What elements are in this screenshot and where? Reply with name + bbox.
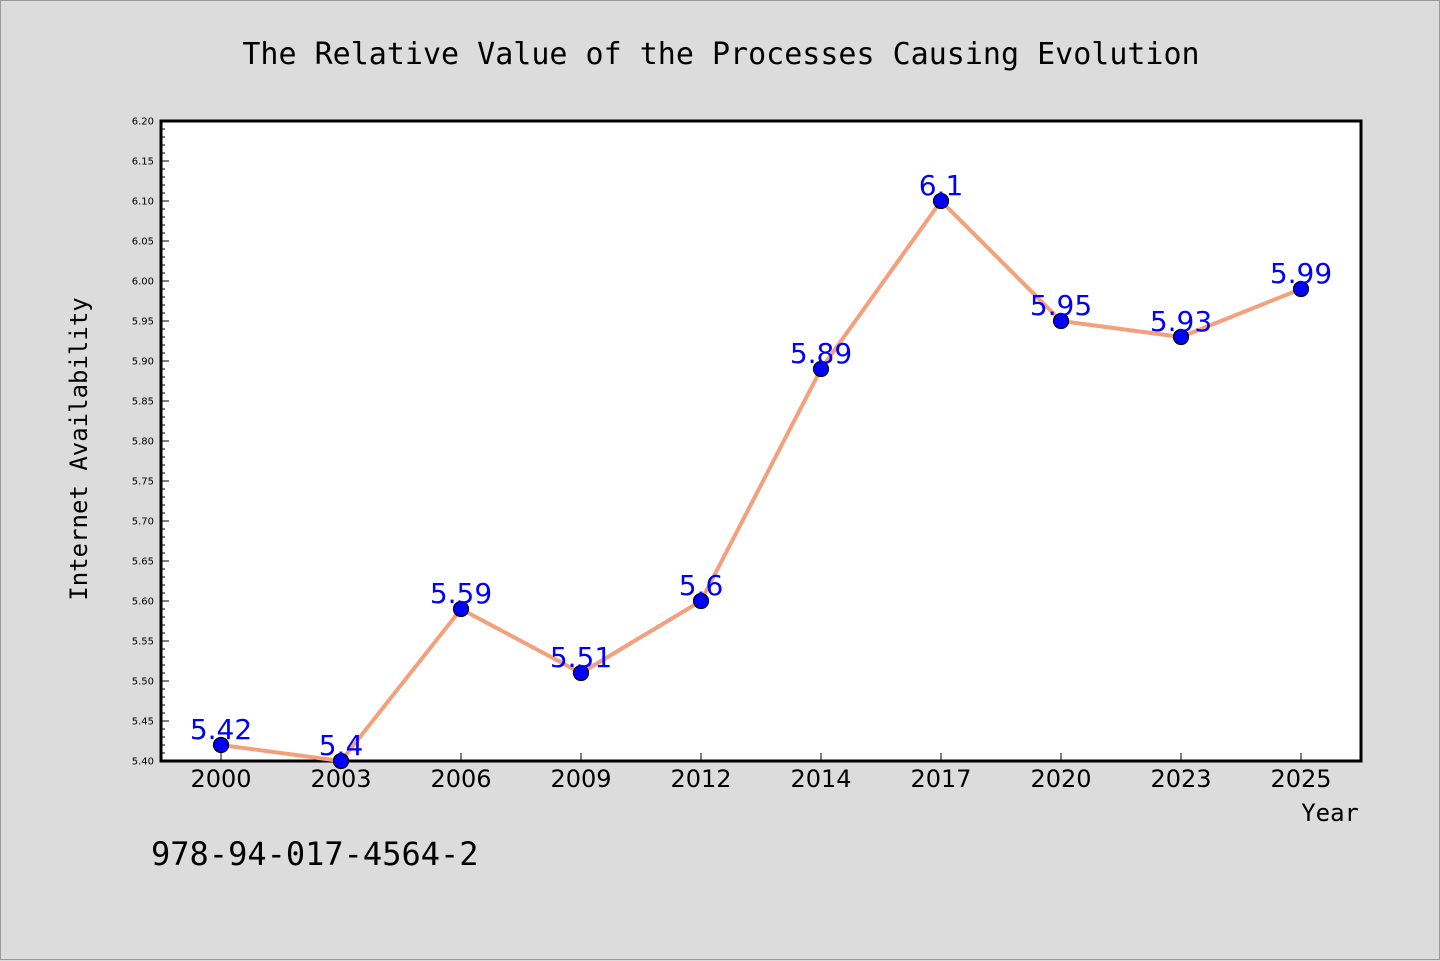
data-point [332,752,350,770]
y-axis-label: Internet Availability [65,297,93,600]
plot-area [159,119,1363,763]
y-tick-label: 5.55 [132,637,154,648]
data-point [812,360,830,378]
series-line [219,199,1303,763]
y-tick-label: 5.60 [132,597,154,608]
y-tick-label: 5.40 [132,757,154,768]
data-label: 5.4 [319,729,364,762]
x-tick-label: 2014 [790,765,851,793]
x-tick-label: 2012 [670,765,731,793]
y-tick-label: 6.00 [132,277,154,288]
y-tick-label: 5.95 [132,317,154,328]
x-tick-label: 2020 [1030,765,1091,793]
y-tick-label: 5.65 [132,557,154,568]
data-label: 6.1 [919,169,964,202]
isbn-annotation: 978-94-017-4564-2 [151,835,479,873]
x-axis-label: Year [1301,799,1359,827]
x-tick-label: 2017 [910,765,971,793]
x-tick-label: 2023 [1150,765,1211,793]
x-tick-label: 2025 [1270,765,1331,793]
x-tick-label: 2003 [310,765,371,793]
x-tick-label: 2006 [430,765,491,793]
x-tick-label: 2000 [190,765,251,793]
y-tick-label: 6.15 [132,157,154,168]
data-point [212,736,230,754]
data-label: 5.89 [790,337,852,370]
y-tick-label: 5.90 [132,357,154,368]
y-tick-label: 6.20 [132,117,154,128]
y-tick-label: 6.10 [132,197,154,208]
x-tick-label: 2009 [550,765,611,793]
y-tick-label: 5.50 [132,677,154,688]
data-point [932,192,950,210]
data-point [452,600,470,618]
data-point [572,664,590,682]
y-axis: 5.40 5.45 5.50 5.55 5.60 5.65 5.70 5.75 5.80 5.85… [132,117,169,768]
series-line-layer [219,199,1303,763]
data-point [1172,328,1190,346]
x-axis: 2000 2003 2006 2009 2012 2014 2017 2020 2023 2025 [190,753,1332,793]
chart-title: The Relative Value of the Processes Caus… [242,37,1199,72]
data-point [692,592,710,610]
y-tick-label: 5.45 [132,717,154,728]
data-point [1292,280,1310,298]
data-label: 5.93 [1150,305,1212,338]
data-label: 5.51 [550,641,612,674]
data-label: 5.59 [430,577,492,610]
data-label: 5.42 [190,713,252,746]
data-points-layer [212,192,1310,770]
y-tick-label: 5.70 [132,517,154,528]
y-tick-label: 6.05 [132,237,154,248]
y-tick-label: 5.80 [132,437,154,448]
data-label: 5.6 [679,569,724,602]
data-point [1052,312,1070,330]
data-label: 5.95 [1030,289,1092,322]
y-tick-label: 5.85 [132,397,154,408]
y-tick-label: 5.75 [132,477,154,488]
data-label: 5.99 [1270,257,1332,290]
data-labels-layer: 5.42 5.4 5.59 5.51 5.6 5.89 6.1 5.95 5.93 5.99 [190,169,1332,762]
